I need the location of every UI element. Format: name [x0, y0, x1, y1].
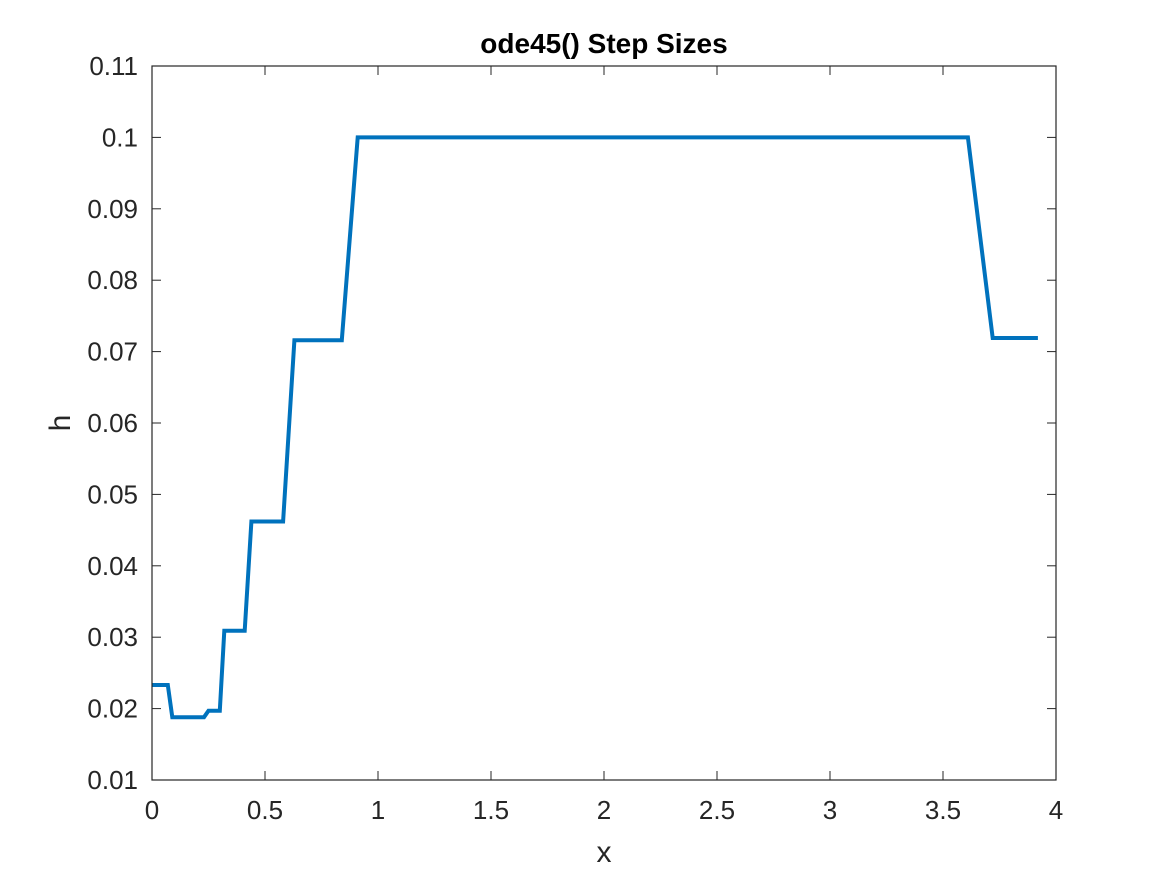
y-tick-label: 0.07: [87, 337, 138, 367]
y-tick-label: 0.09: [87, 194, 138, 224]
y-axis-label: h: [44, 415, 77, 432]
y-tick-label: 0.03: [87, 622, 138, 652]
y-tick-label: 0.08: [87, 265, 138, 295]
x-tick-label: 1.5: [473, 795, 509, 825]
y-tick-label: 0.01: [87, 765, 138, 795]
y-tick-label: 0.05: [87, 479, 138, 509]
axes-frame: [151, 65, 1057, 781]
x-tick-label: 3.5: [925, 795, 961, 825]
y-tick-label: 0.1: [102, 122, 138, 152]
x-tick-label: 2.5: [699, 795, 735, 825]
x-tick-label: 1: [371, 795, 385, 825]
chart-title: ode45() Step Sizes: [480, 28, 727, 59]
y-tick-label: 0.06: [87, 408, 138, 438]
y-tick-label: 0.04: [87, 551, 138, 581]
x-tick-label: 2: [597, 795, 611, 825]
x-tick-label: 3: [823, 795, 837, 825]
y-axis-ticks: 0.01 0.02 0.03 0.04 0.05 0.06 0.07 0.08 0.09 0.1 0…: [87, 51, 1056, 795]
x-axis-label: x: [597, 836, 612, 869]
x-tick-label: 0: [145, 795, 159, 825]
series-line: [152, 135, 1038, 720]
y-tick-label: 0.11: [89, 51, 138, 81]
x-tick-label: 4: [1049, 795, 1063, 825]
x-axis-ticks: 0 0.5 1 1.5 2 2.5 3 3.5 4: [145, 66, 1063, 825]
x-tick-label: 0.5: [247, 795, 283, 825]
y-tick-label: 0.02: [87, 694, 138, 724]
